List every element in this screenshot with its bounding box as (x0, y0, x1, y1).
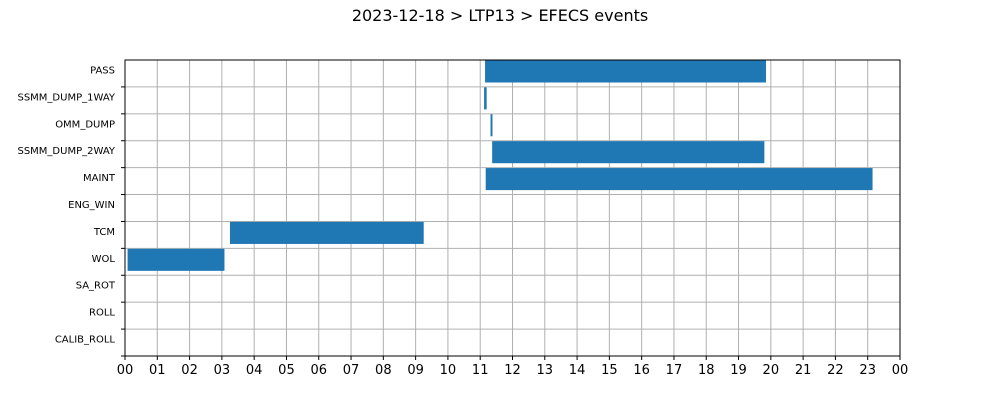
event-bar (485, 60, 766, 83)
event-bar (485, 168, 873, 191)
x-tick-label: 08 (375, 363, 392, 378)
x-tick-label: 13 (537, 363, 554, 378)
x-tick-label: 12 (504, 363, 521, 378)
x-tick-label: 10 (440, 363, 457, 378)
y-tick-label: SA_ROT (76, 281, 116, 292)
y-tick-label: PASS (90, 65, 115, 76)
event-bar (229, 221, 424, 244)
x-tick-label: 15 (601, 363, 618, 378)
event-bar (492, 141, 765, 164)
x-tick-label: 00 (117, 363, 134, 378)
x-tick-label: 19 (730, 363, 747, 378)
x-axis-ticks: 00 01 02 03 04 05 06 07 08 09 10 11 12 13 14 15 16 17 18 19… (117, 356, 909, 378)
x-tick-label: 03 (214, 363, 231, 378)
y-tick-label: ROLL (89, 308, 115, 319)
x-tick-label: 22 (827, 363, 844, 378)
x-tick-label: 09 (407, 363, 424, 378)
x-tick-label: 17 (666, 363, 683, 378)
y-tick-label: TCM (93, 227, 115, 238)
event-bars (127, 60, 873, 271)
x-tick-label: 07 (343, 363, 360, 378)
x-tick-label: 04 (246, 363, 263, 378)
y-tick-label: SSMM_DUMP_1WAY (17, 92, 115, 103)
y-tick-label: CALIB_ROLL (55, 335, 116, 346)
chart-title: 2023-12-18 > LTP13 > EFECS events (351, 6, 649, 25)
event-bar (484, 87, 487, 110)
x-tick-label: 23 (859, 363, 876, 378)
y-tick-label: WOL (92, 254, 116, 265)
x-tick-label: 16 (633, 363, 650, 378)
x-tick-label: 20 (763, 363, 780, 378)
x-tick-label: 14 (569, 363, 586, 378)
grid-lines (124, 60, 901, 356)
x-tick-label: 02 (181, 363, 198, 378)
y-axis-ticks: PASS SSMM_DUMP_1WAY OMM_DUMP SSMM_DUMP_2WAY… (17, 65, 125, 357)
y-tick-label: OMM_DUMP (55, 119, 115, 130)
event-bar (490, 114, 493, 137)
x-tick-label: 01 (149, 363, 166, 378)
x-tick-label: 06 (310, 363, 327, 378)
x-tick-label: 00 (892, 363, 909, 378)
x-tick-label: 11 (472, 363, 489, 378)
x-tick-label: 18 (698, 363, 715, 378)
event-bar (127, 248, 225, 271)
y-tick-label: ENG_WIN (68, 200, 115, 211)
y-tick-label: SSMM_DUMP_2WAY (17, 146, 115, 157)
x-tick-label: 21 (795, 363, 812, 378)
x-tick-label: 05 (278, 363, 295, 378)
y-tick-label: MAINT (83, 173, 116, 184)
